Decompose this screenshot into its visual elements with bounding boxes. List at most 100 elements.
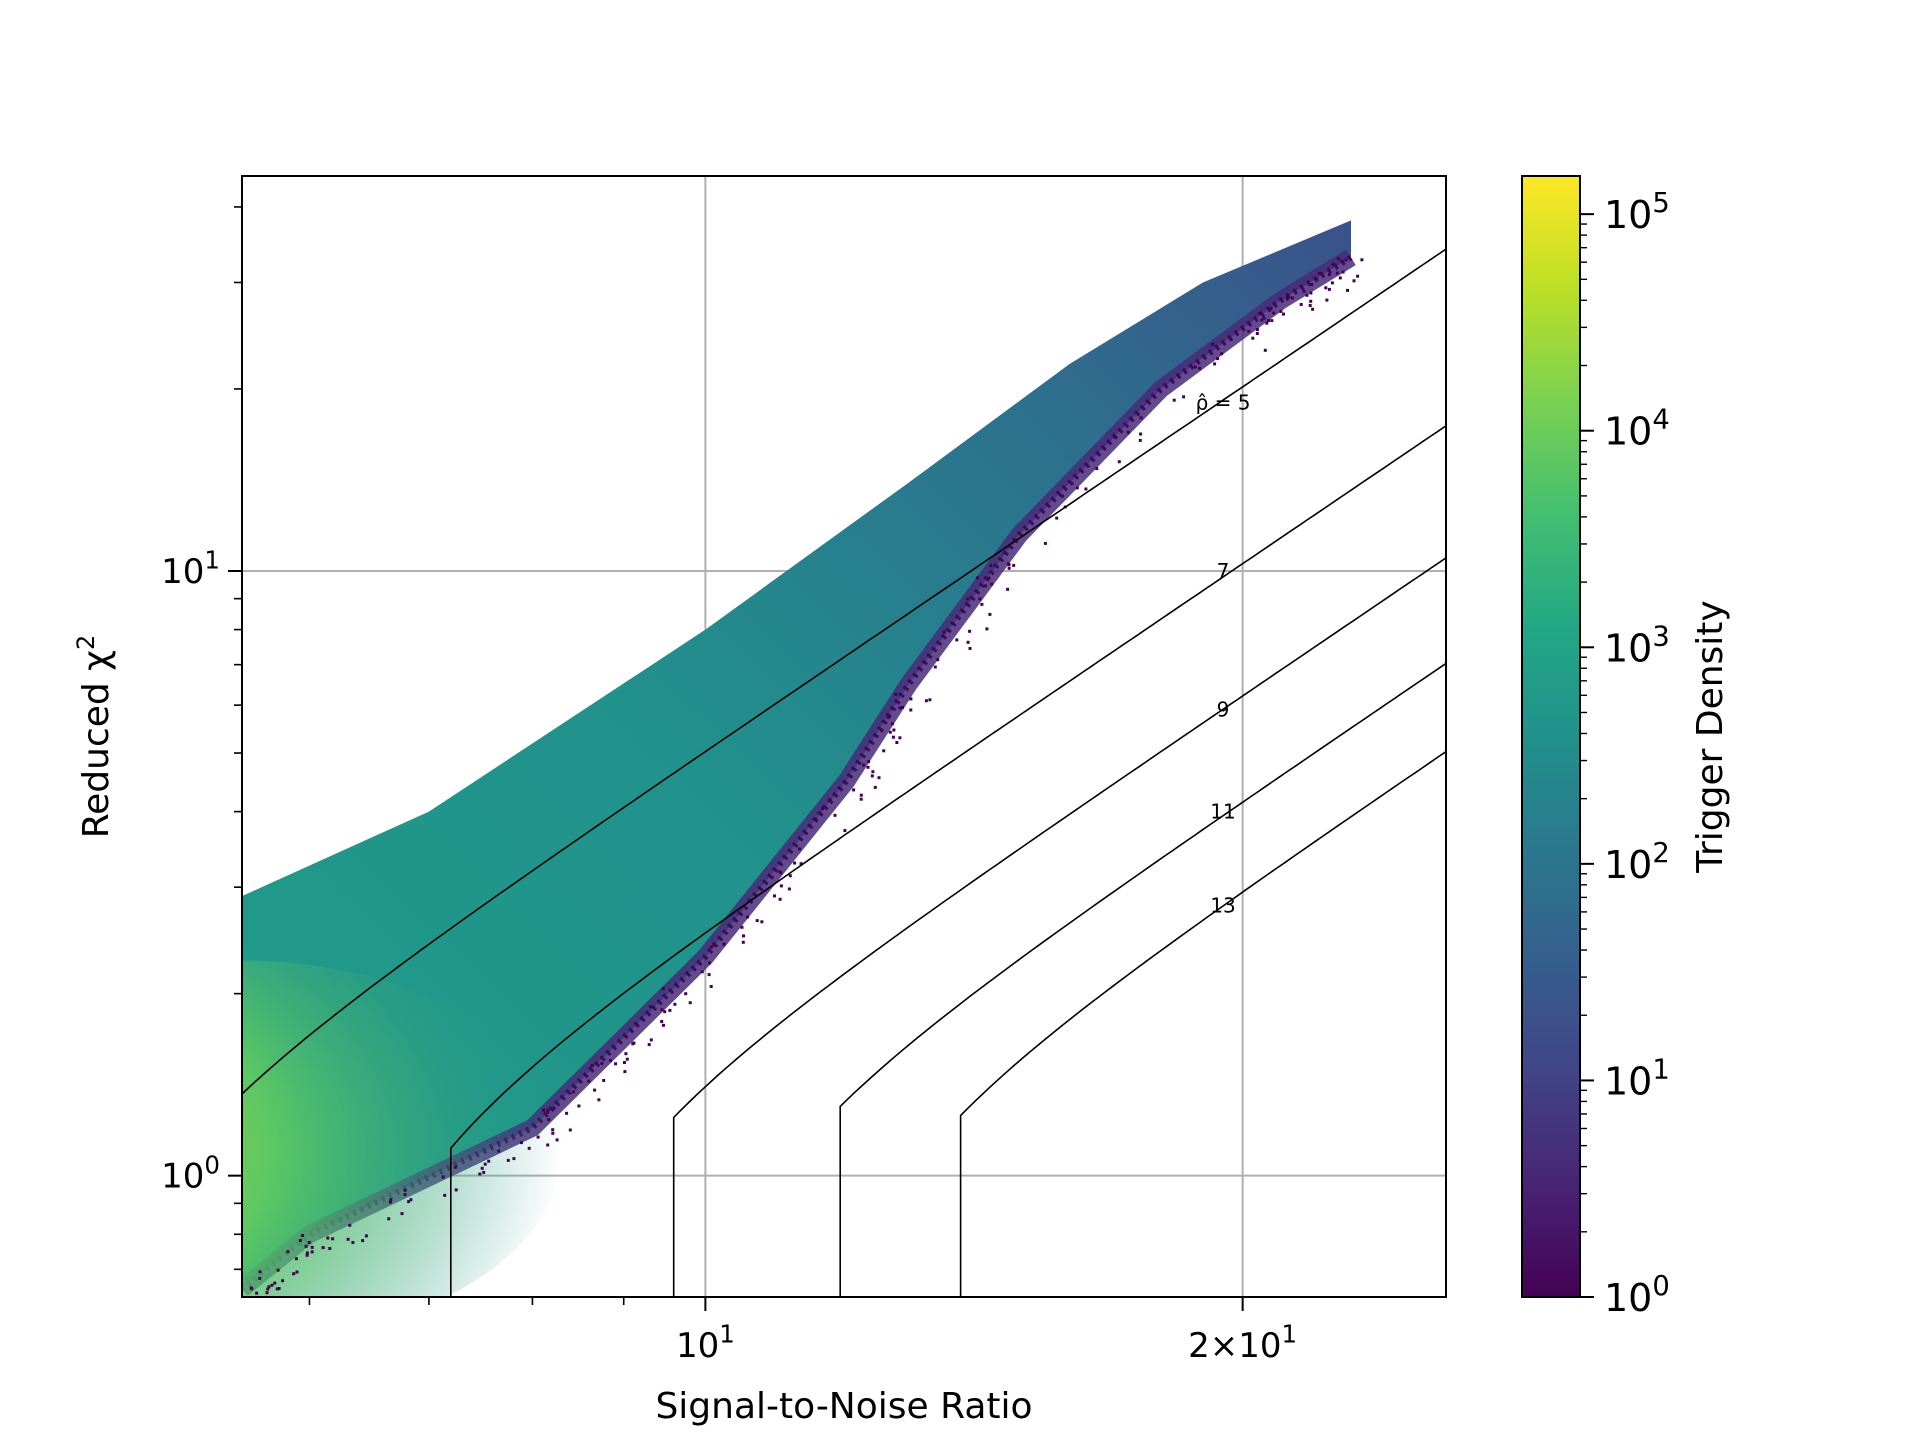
outlier-point <box>294 1257 298 1261</box>
outlier-point <box>663 1010 667 1014</box>
outlier-point <box>1247 329 1251 333</box>
outlier-point <box>833 813 837 817</box>
contour-label-9: 9 <box>1217 698 1230 722</box>
outlier-point <box>779 871 783 875</box>
outlier-point <box>709 945 713 949</box>
outlier-point <box>660 1020 664 1023</box>
outlier-point <box>773 894 776 898</box>
outlier-point <box>593 1088 597 1092</box>
outlier-point <box>1356 274 1360 278</box>
outlier-point <box>265 1291 269 1295</box>
outlier-point <box>978 597 982 601</box>
outlier-point <box>1327 273 1331 277</box>
outlier-point <box>361 1239 365 1243</box>
outlier-point <box>1075 486 1079 490</box>
outlier-point <box>1267 319 1270 323</box>
outlier-point <box>281 1279 285 1283</box>
outlier-point <box>1325 298 1329 302</box>
x-tick-label: 2×101 <box>1188 1320 1297 1366</box>
outlier-point <box>1258 311 1262 315</box>
outlier-point <box>1265 321 1269 325</box>
y-tick-label: 100 <box>161 1150 220 1196</box>
outlier-point <box>787 887 791 891</box>
outlier-point <box>673 1002 677 1006</box>
outlier-point <box>346 1237 350 1241</box>
outlier-point <box>688 1001 692 1005</box>
outlier-point <box>512 1157 516 1161</box>
outlier-point <box>1270 319 1274 323</box>
outlier-point <box>1311 307 1315 311</box>
outlier-point <box>568 1128 572 1132</box>
outlier-point <box>980 602 984 606</box>
outlier-point <box>966 640 970 644</box>
outlier-point <box>1055 516 1059 520</box>
outlier-point <box>709 985 713 988</box>
outlier-point <box>443 1193 447 1197</box>
outlier-point <box>798 847 802 851</box>
outlier-point <box>1341 270 1345 274</box>
outlier-point <box>708 961 711 965</box>
outlier-point <box>258 1276 262 1280</box>
outlier-point <box>1172 398 1176 402</box>
outlier-point <box>1286 294 1289 298</box>
outlier-point <box>707 973 711 977</box>
outlier-point <box>1302 289 1306 293</box>
y-axis-ticks: 100 101 <box>161 206 242 1271</box>
colorbar-ticks: 100 101 102 103 104 105 <box>1580 188 1670 1320</box>
outlier-point <box>536 1135 540 1139</box>
outlier-point <box>364 1234 368 1238</box>
outlier-point <box>1324 286 1328 290</box>
colorbar-tick-label: 102 <box>1604 838 1670 887</box>
outlier-point <box>276 1268 280 1272</box>
outlier-point <box>301 1234 304 1237</box>
outlier-point <box>1216 357 1220 361</box>
outlier-point <box>546 1110 550 1114</box>
outlier-point <box>740 925 744 929</box>
outlier-point <box>273 1281 277 1285</box>
outlier-point <box>441 1175 445 1179</box>
outlier-point <box>760 920 764 924</box>
outlier-point <box>1012 563 1016 567</box>
outlier-point <box>275 1287 279 1291</box>
outlier-point <box>1229 338 1233 341</box>
outlier-point <box>895 741 899 744</box>
outlier-point <box>975 576 979 580</box>
outlier-point <box>305 1253 309 1257</box>
outlier-point <box>778 897 782 901</box>
outlier-point <box>307 1241 311 1244</box>
rho-contour-5 <box>242 248 1446 1096</box>
outlier-point <box>597 1098 601 1102</box>
outlier-point <box>506 1158 510 1162</box>
outlier-point <box>497 1149 501 1153</box>
outlier-point <box>1139 416 1143 420</box>
plot-frame <box>241 175 1447 1298</box>
outlier-point <box>1113 435 1117 439</box>
colorbar-tick-label: 100 <box>1604 1271 1670 1320</box>
outlier-point <box>1315 277 1319 281</box>
outlier-point <box>660 1008 664 1012</box>
outlier-point <box>555 1138 559 1142</box>
outlier-point <box>623 1061 626 1064</box>
outlier-point <box>894 692 898 696</box>
outlier-point <box>755 919 759 923</box>
outlier-point <box>1262 316 1266 320</box>
colorbar-tick-label: 103 <box>1604 621 1670 670</box>
outlier-point <box>873 785 877 789</box>
outlier-point <box>1331 262 1335 266</box>
outlier-point <box>936 658 940 662</box>
outlier-point <box>898 706 902 710</box>
outlier-point <box>546 1143 550 1147</box>
outlier-point <box>924 699 928 703</box>
outlier-point <box>871 770 875 774</box>
outlier-point <box>487 1159 491 1163</box>
outlier-point <box>270 1283 274 1287</box>
outlier-point <box>600 1061 604 1065</box>
outlier-point <box>331 1237 335 1241</box>
outlier-point <box>571 1090 575 1094</box>
outlier-point <box>1220 352 1224 356</box>
outlier-point <box>624 1052 628 1056</box>
outlier-point <box>898 736 902 740</box>
outlier-point <box>928 698 932 702</box>
outlier-point <box>602 1079 606 1082</box>
outlier-point <box>741 940 745 944</box>
